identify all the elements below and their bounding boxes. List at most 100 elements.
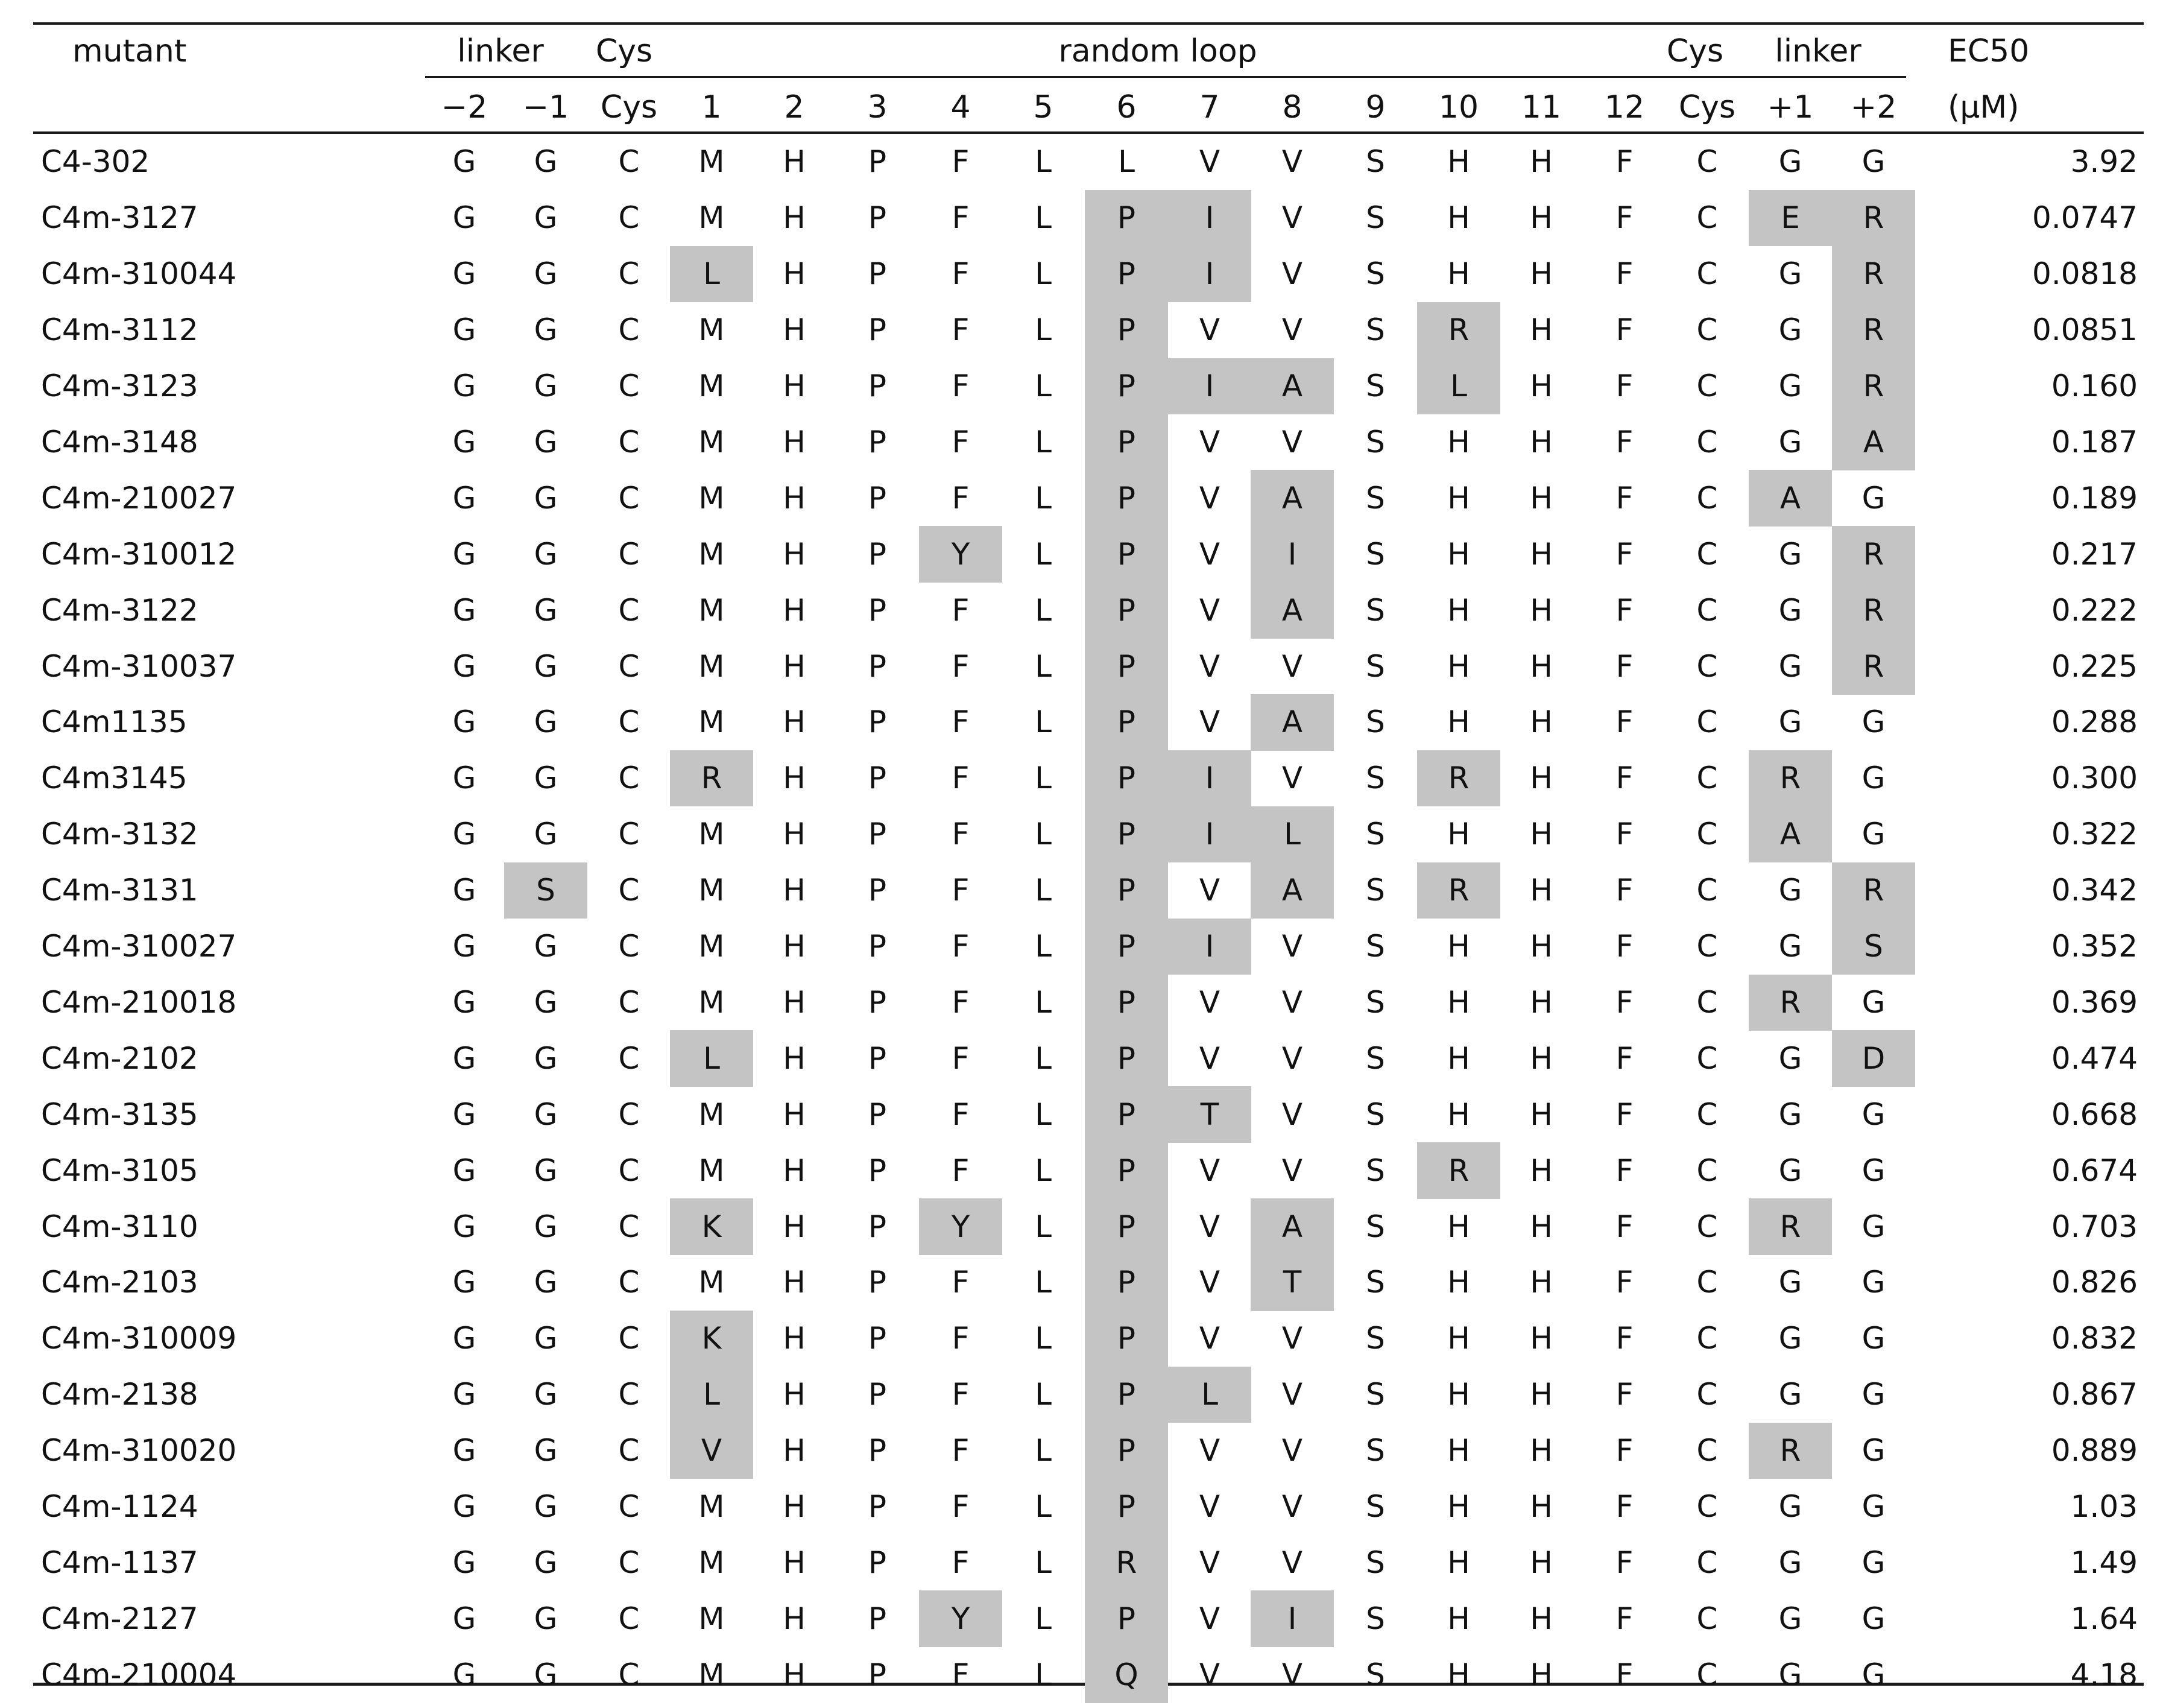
residue-cell: S <box>1366 1545 1385 1580</box>
residue-cell: H <box>1447 648 1470 684</box>
residue-cell: S <box>1366 200 1385 236</box>
highlighted-cell <box>1085 750 1168 807</box>
residue-cell: G <box>1778 1321 1802 1356</box>
residue-cell: V <box>1199 424 1220 460</box>
residue-cell: V <box>1199 536 1220 572</box>
residue-cell: V <box>1199 1265 1220 1300</box>
residue-cell: P <box>868 648 887 684</box>
residue-cell: P <box>1117 424 1136 460</box>
position-label: −1 <box>522 89 569 125</box>
highlighted-cell <box>1251 806 1334 863</box>
residue-cell: L <box>1035 984 1052 1020</box>
highlighted-cell <box>670 1198 753 1255</box>
residue-cell: G <box>452 1265 476 1300</box>
residue-cell: F <box>952 817 970 852</box>
residue-cell: G <box>534 368 558 404</box>
residue-cell: G <box>452 312 476 348</box>
residue-cell: M <box>698 1096 725 1132</box>
residue-cell: P <box>1117 1489 1136 1525</box>
residue-cell: C <box>1696 1265 1718 1300</box>
position-label: 9 <box>1365 89 1386 125</box>
residue-cell: V <box>1199 1433 1220 1469</box>
residue-cell: G <box>452 1545 476 1580</box>
residue-cell: L <box>1035 1040 1052 1076</box>
residue-cell: S <box>1366 312 1385 348</box>
residue-cell: M <box>698 144 725 180</box>
residue-cell: F <box>952 1040 970 1076</box>
residue-cell: S <box>1366 256 1385 292</box>
ec50-value: 1.49 <box>2070 1545 2138 1580</box>
mutant-name: C4m-310037 <box>41 648 237 684</box>
residue-cell: C <box>1696 1545 1718 1580</box>
residue-cell: F <box>1615 1657 1634 1692</box>
residue-cell: G <box>1778 1265 1802 1300</box>
residue-cell: V <box>1281 1321 1303 1356</box>
residue-cell: F <box>1615 1153 1634 1188</box>
residue-cell: G <box>1861 1265 1886 1300</box>
residue-cell: C <box>1696 929 1718 964</box>
residue-cell: P <box>868 200 887 236</box>
residue-cell: M <box>698 873 725 908</box>
highlighted-cell <box>1749 750 1832 807</box>
residue-cell: L <box>1284 817 1301 852</box>
mutant-name: C4m-310044 <box>41 256 237 292</box>
residue-cell: V <box>1199 1153 1220 1188</box>
header-ec50-unit: (μM) <box>1948 89 2019 125</box>
residue-cell: F <box>952 1096 970 1132</box>
highlighted-cell <box>1085 1478 1168 1536</box>
highlighted-cell <box>1085 1422 1168 1479</box>
mutant-name: C4m-310020 <box>41 1433 237 1469</box>
residue-cell: R <box>1779 1433 1801 1469</box>
residue-cell: G <box>534 1489 558 1525</box>
residue-cell: R <box>1116 1545 1137 1580</box>
residue-cell: V <box>1281 312 1303 348</box>
ec50-value: 0.832 <box>2051 1321 2138 1356</box>
highlighted-cell <box>1085 1590 1168 1647</box>
residue-cell: P <box>1117 1153 1136 1188</box>
highlighted-cell <box>1168 806 1251 863</box>
residue-cell: F <box>952 984 970 1020</box>
mutant-name: C4m-310009 <box>41 1321 237 1356</box>
residue-cell: V <box>1199 1040 1220 1076</box>
residue-cell: P <box>868 704 887 740</box>
residue-cell: G <box>534 1265 558 1300</box>
residue-cell: V <box>1199 1601 1220 1636</box>
residue-cell: H <box>1447 817 1470 852</box>
residue-cell: R <box>1779 1209 1801 1244</box>
highlighted-cell <box>1085 1030 1168 1087</box>
residue-cell: V <box>1199 873 1220 908</box>
residue-cell: R <box>1863 648 1884 684</box>
highlighted-cell <box>919 1590 1002 1647</box>
position-label: 12 <box>1604 89 1645 125</box>
residue-cell: C <box>1696 1209 1718 1244</box>
residue-cell: C <box>1696 1321 1718 1356</box>
residue-cell: F <box>952 1433 970 1469</box>
residue-cell: P <box>1117 256 1136 292</box>
residue-cell: H <box>783 817 806 852</box>
highlighted-cell <box>1749 1198 1832 1255</box>
residue-cell: H <box>1530 817 1553 852</box>
position-label: −2 <box>441 89 488 125</box>
residue-cell: K <box>701 1209 722 1244</box>
ec50-value: 0.474 <box>2051 1040 2138 1076</box>
residue-cell: H <box>1447 1545 1470 1580</box>
residue-cell: S <box>1366 1321 1385 1356</box>
residue-cell: H <box>1447 592 1470 628</box>
position-label: 3 <box>867 89 888 125</box>
residue-cell: C <box>1696 592 1718 628</box>
residue-cell: H <box>1530 144 1553 180</box>
ec50-value: 0.826 <box>2051 1265 2138 1300</box>
residue-cell: L <box>1035 704 1052 740</box>
residue-cell: R <box>1448 761 1470 796</box>
residue-cell: H <box>1530 256 1553 292</box>
residue-cell: P <box>1117 1433 1136 1469</box>
residue-cell: G <box>1861 1433 1886 1469</box>
residue-cell: L <box>1035 648 1052 684</box>
residue-cell: C <box>618 1545 640 1580</box>
residue-cell: P <box>1117 312 1136 348</box>
residue-cell: H <box>1447 1040 1470 1076</box>
residue-cell: F <box>1615 1433 1634 1469</box>
mutant-name: C4m-2138 <box>41 1377 198 1412</box>
residue-cell: C <box>1696 1153 1718 1188</box>
